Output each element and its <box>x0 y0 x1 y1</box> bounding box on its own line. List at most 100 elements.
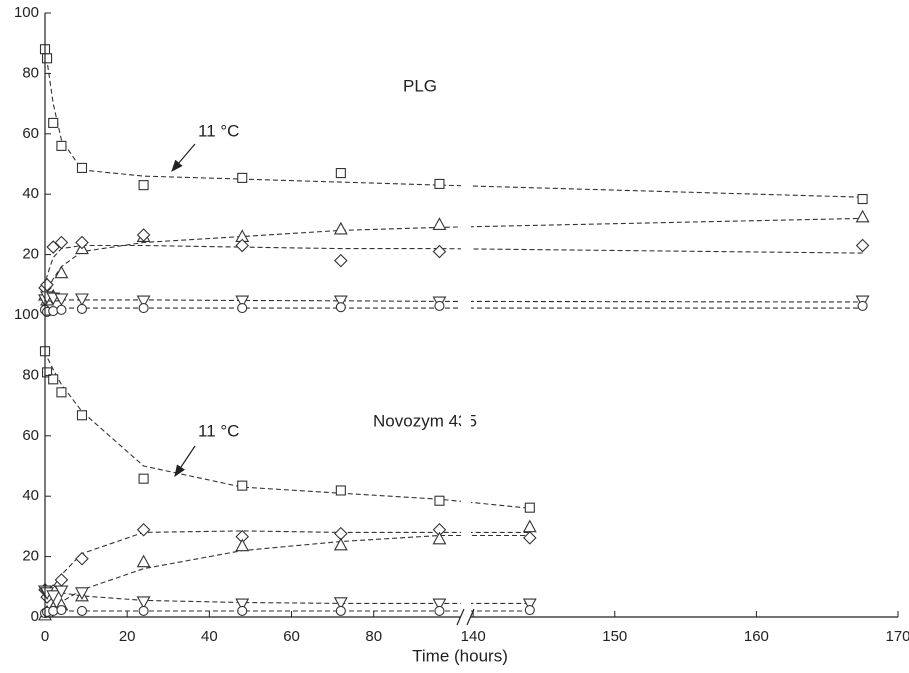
point <box>333 295 348 309</box>
point <box>54 293 69 307</box>
y-tick-label: 100 <box>14 306 39 323</box>
x-tick-label: 160 <box>744 628 769 645</box>
point <box>40 278 54 292</box>
point <box>136 228 151 242</box>
point <box>48 117 59 128</box>
y-tick-label: 60 <box>22 125 39 142</box>
point <box>434 300 445 311</box>
point <box>237 480 248 491</box>
point <box>235 295 250 309</box>
point <box>75 587 89 600</box>
fit-curve <box>45 299 863 303</box>
point <box>432 244 447 259</box>
point <box>237 605 248 617</box>
point <box>42 53 53 64</box>
point <box>48 605 59 617</box>
annotation: Novozym 435 <box>373 411 477 430</box>
x-tick-label: 80 <box>365 628 382 645</box>
y-tick-label: 80 <box>22 366 39 383</box>
point <box>56 605 67 616</box>
point <box>48 306 59 317</box>
point <box>75 551 89 566</box>
axis-break-gap <box>461 10 471 622</box>
point <box>857 300 868 311</box>
fit-curve <box>44 49 863 198</box>
annotation-arrow <box>171 143 196 172</box>
annotation: 11 °C <box>198 121 239 140</box>
point <box>432 217 447 230</box>
x-axis-label: Time (hours) <box>412 646 508 665</box>
point <box>235 238 250 253</box>
y-tick-label: 0 <box>31 608 39 625</box>
point <box>76 605 88 617</box>
x-tick-label: 0 <box>41 628 49 645</box>
annotation: 11 °C <box>198 421 239 440</box>
point <box>333 597 348 610</box>
point <box>136 596 151 610</box>
point <box>434 495 445 506</box>
point <box>136 295 151 309</box>
point <box>46 590 61 604</box>
axis-break-mark <box>456 608 465 626</box>
point <box>75 235 89 250</box>
point <box>56 304 67 315</box>
point <box>76 410 88 421</box>
points <box>38 346 537 621</box>
fit-curve <box>44 351 530 509</box>
fit-curve <box>44 534 530 615</box>
y-tick-label: 40 <box>22 185 39 202</box>
point <box>524 605 535 616</box>
x-tick-label: 20 <box>119 628 136 645</box>
point <box>522 519 537 533</box>
points <box>38 44 870 318</box>
point <box>54 235 69 250</box>
point <box>138 303 149 314</box>
y-tick-label: 20 <box>22 548 39 565</box>
point <box>48 374 59 385</box>
point <box>138 473 149 484</box>
point <box>434 605 445 617</box>
fit-curve <box>45 589 530 604</box>
point <box>138 180 149 191</box>
point <box>76 303 88 315</box>
point <box>335 168 346 179</box>
fit-curve <box>44 217 863 298</box>
point <box>54 573 69 587</box>
y-tick-label: 60 <box>22 427 39 444</box>
y-tick-label: 20 <box>22 246 39 263</box>
point <box>42 367 53 378</box>
fit-curves <box>44 351 530 615</box>
point <box>333 537 348 551</box>
point <box>54 265 69 279</box>
y-tick-label: 40 <box>22 487 39 504</box>
point <box>432 531 447 545</box>
x-tick-label: 140 <box>461 628 486 645</box>
point <box>334 253 348 268</box>
point <box>235 538 250 552</box>
point <box>523 531 537 545</box>
point <box>237 172 248 183</box>
point <box>855 209 870 223</box>
point <box>56 140 67 151</box>
point <box>522 598 537 612</box>
point <box>432 598 447 612</box>
point <box>237 303 248 314</box>
x-tick-label: 150 <box>602 628 627 645</box>
x-tick-label: 170 <box>885 628 909 645</box>
point <box>333 221 348 235</box>
point <box>335 302 346 313</box>
point <box>335 485 346 496</box>
y-tick-label: 80 <box>22 64 39 81</box>
point <box>136 554 151 568</box>
point <box>138 605 149 617</box>
x-tick-label: 40 <box>201 628 218 645</box>
annotation-arrow <box>174 445 196 477</box>
y-tick-label: 100 <box>14 4 39 21</box>
point <box>855 238 870 253</box>
fit-curve <box>44 244 863 288</box>
x-tick-label: 60 <box>283 628 300 645</box>
fit-curve <box>44 530 530 600</box>
point <box>335 605 346 617</box>
point <box>76 162 88 173</box>
